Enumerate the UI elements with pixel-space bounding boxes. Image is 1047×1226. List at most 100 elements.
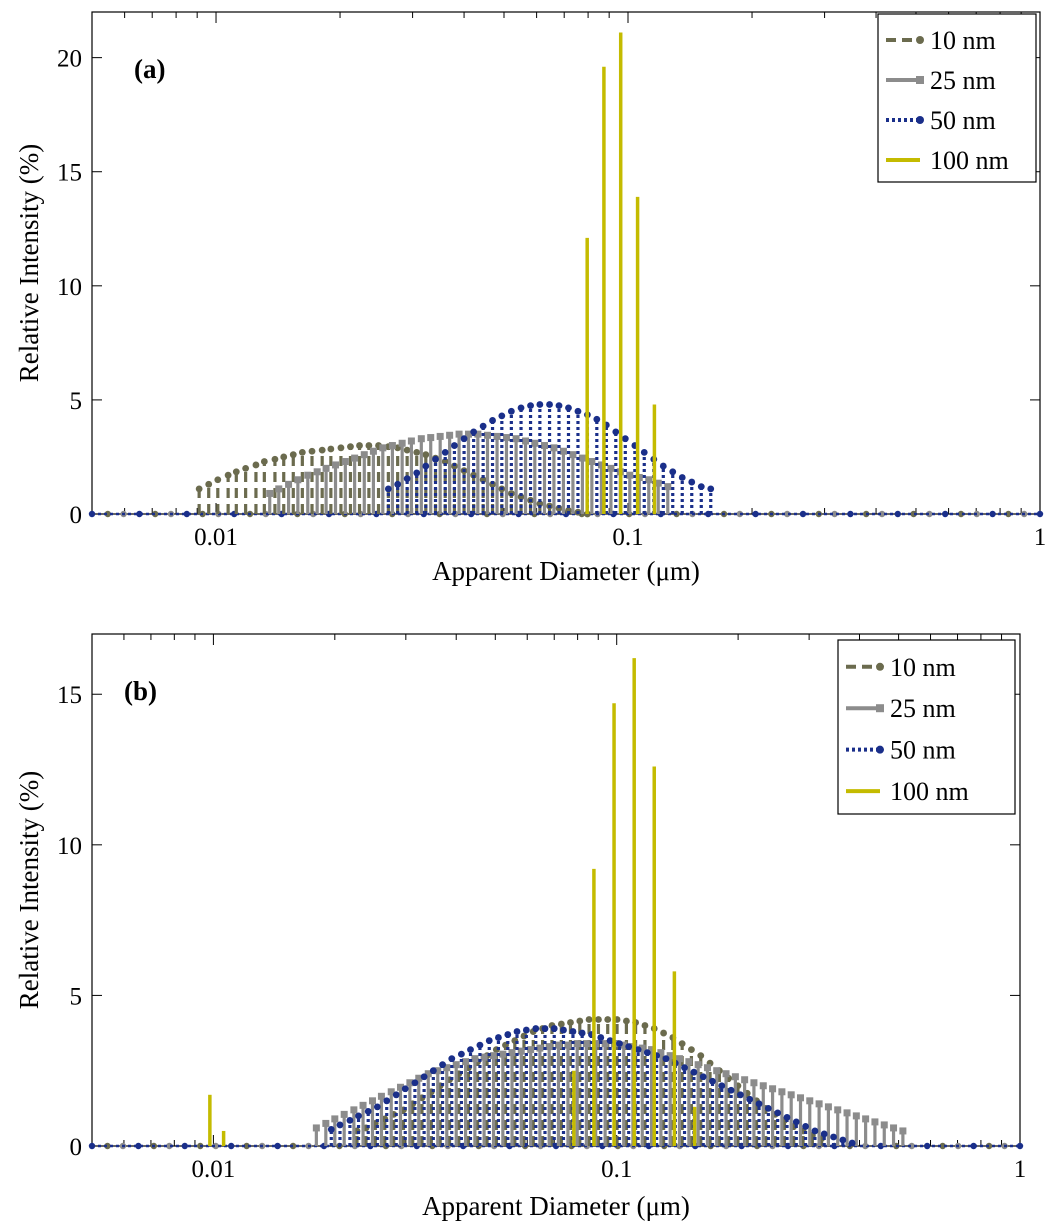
baseline-marker [104, 510, 112, 518]
stem-marker [322, 1119, 330, 1127]
stem-marker [681, 1064, 688, 1072]
stem-marker [573, 1040, 581, 1048]
stem-marker [669, 468, 677, 476]
stem-marker [340, 1110, 348, 1118]
series-100-nm [585, 32, 657, 514]
x-axis-title: Apparent Diameter (μm) [432, 556, 700, 586]
legend-marker [876, 662, 884, 671]
stem-marker [398, 439, 406, 447]
stem-marker [499, 1050, 507, 1058]
stem-marker [441, 448, 449, 456]
stem-marker [502, 434, 510, 442]
baseline-marker [274, 1142, 281, 1150]
stem-marker [688, 478, 696, 486]
stem-marker [327, 445, 335, 453]
stem-marker [616, 1040, 623, 1047]
stem-marker [764, 1104, 772, 1112]
baseline-marker [939, 1142, 946, 1150]
stem-marker [625, 1043, 633, 1051]
baseline-marker [985, 1142, 993, 1150]
stem-marker [401, 1085, 409, 1093]
legend: 10 nm 25 nm 50 nm 100 nm [877, 13, 1037, 183]
stem-marker [522, 1026, 530, 1034]
stem-marker [588, 458, 596, 466]
stem-marker [569, 451, 577, 459]
stem-marker [592, 1040, 600, 1048]
stem-marker [554, 1041, 562, 1049]
legend: 10 nm 25 nm 50 nm 100 nm [837, 639, 1016, 815]
stem-marker [355, 1112, 362, 1120]
stem-marker [493, 432, 501, 440]
baseline-marker [243, 1142, 250, 1150]
baseline-marker [136, 510, 143, 518]
stem-marker [690, 1068, 698, 1076]
stem-marker [322, 464, 330, 472]
stem-marker [388, 442, 396, 450]
stem-marker [347, 443, 354, 451]
baseline-marker [1036, 510, 1044, 518]
baseline-marker [135, 1142, 142, 1150]
stem-marker [862, 1115, 870, 1123]
stem-marker [774, 1109, 782, 1117]
stem-marker [880, 1121, 888, 1129]
stem-marker [703, 1064, 711, 1072]
series-50-nm [384, 401, 715, 514]
stem-marker [606, 1037, 614, 1044]
stem-marker [792, 1118, 800, 1126]
stem-marker [327, 1126, 335, 1133]
stem-marker [346, 1117, 354, 1124]
stem-marker [713, 1067, 721, 1075]
baseline-marker [212, 1142, 219, 1150]
stem-marker [811, 1127, 819, 1135]
stem-marker [214, 476, 222, 484]
stem-marker [476, 1041, 484, 1049]
stem-marker [471, 1055, 479, 1063]
stem-marker [564, 1041, 572, 1049]
stem-marker [678, 474, 686, 481]
y-tick-label: 15 [57, 160, 82, 187]
stem-marker [755, 1100, 763, 1108]
stem-marker [660, 1029, 667, 1037]
x-tick-label: 1 [1014, 1156, 1027, 1183]
stem-marker [759, 1082, 767, 1090]
stem-marker [834, 1106, 842, 1114]
baseline-marker [736, 510, 743, 518]
legend-label: 50 nm [930, 106, 996, 135]
stem-marker [294, 476, 302, 484]
stem-marker [513, 1028, 521, 1035]
stem-marker [666, 1052, 674, 1060]
stem-marker [623, 1017, 630, 1025]
baseline-marker [831, 510, 838, 518]
stem-marker [550, 1025, 558, 1032]
stem-marker [522, 437, 530, 445]
stem-marker [379, 444, 387, 452]
y-tick-label: 5 [70, 388, 83, 415]
stem-marker [331, 1115, 339, 1123]
stem-marker [694, 1061, 702, 1069]
stem-marker [741, 1076, 749, 1084]
stem-marker [304, 471, 312, 479]
stem-marker [787, 1091, 795, 1099]
stem-marker [638, 1044, 646, 1052]
series-25-nm [312, 1040, 907, 1146]
stem-marker [697, 483, 705, 491]
stem-marker [383, 1097, 391, 1105]
stem-marker [675, 1055, 683, 1063]
baseline-marker [970, 1142, 977, 1150]
stem-marker [350, 1106, 358, 1114]
stem-marker [517, 1047, 525, 1055]
baseline-marker [957, 510, 965, 518]
stem-marker [224, 471, 232, 479]
stem-marker [195, 485, 203, 493]
stem-marker [582, 1040, 590, 1048]
stem-marker [664, 483, 672, 491]
stem-marker [436, 432, 444, 440]
stem-marker [545, 1043, 553, 1051]
stem-marker [232, 468, 240, 476]
stem-marker [843, 1109, 851, 1117]
stem-marker [527, 402, 534, 410]
stem-marker [377, 1092, 385, 1100]
stem-marker [731, 1073, 739, 1081]
